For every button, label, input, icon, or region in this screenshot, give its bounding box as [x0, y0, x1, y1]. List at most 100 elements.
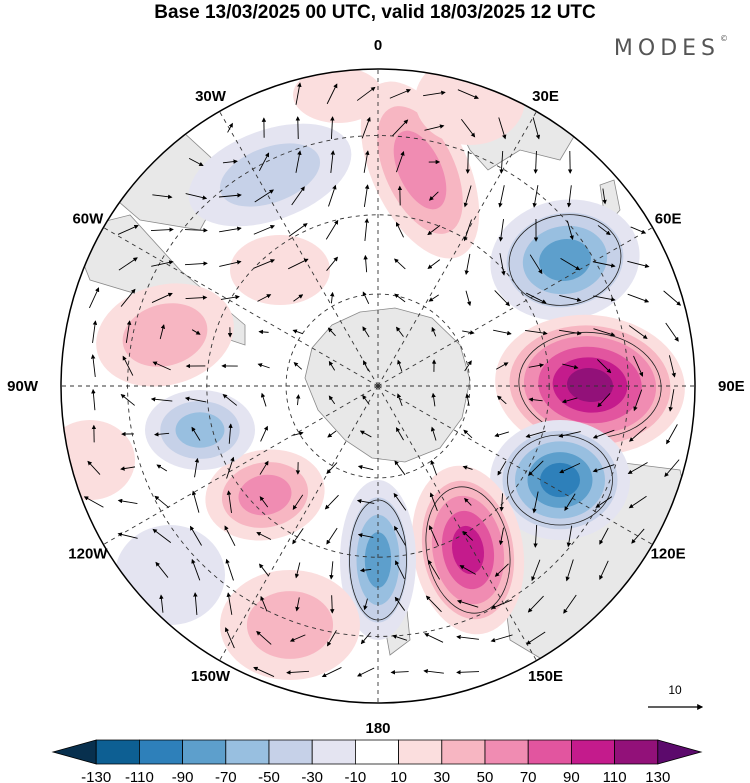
longitude-labels: 0 30E 60E 90E 120E 150E 180 150W 120W 90W 60W 30W — [7, 37, 745, 737]
longitude-label-0: 0 — [374, 37, 382, 54]
wind-arrow — [390, 670, 409, 675]
wind-arrow — [189, 525, 202, 546]
wind-arrow — [363, 598, 368, 611]
colorbar-label: -110 — [125, 769, 154, 783]
wind-arrow — [627, 260, 650, 268]
wind-arrow — [364, 218, 369, 241]
wind-arrow — [389, 89, 411, 99]
wind-arrow — [463, 185, 472, 208]
wind-arrow — [330, 116, 335, 140]
anomaly-contour — [393, 130, 447, 210]
wind-arrow — [424, 124, 445, 131]
wind-arrow — [117, 498, 138, 505]
wind-arrow — [558, 431, 581, 438]
wind-arrow — [362, 291, 370, 305]
longitude-label-150w: 150W — [191, 668, 231, 685]
wind-arrow — [359, 567, 372, 573]
longitude-label-120e: 120E — [651, 546, 686, 563]
wind-arrow — [259, 563, 269, 577]
wind-arrow — [490, 599, 513, 609]
wind-arrow — [668, 355, 676, 378]
wind-arrow — [465, 290, 472, 307]
wind-arrow — [633, 355, 644, 377]
wind-arrow — [227, 122, 233, 133]
wind-arrow — [460, 118, 476, 138]
wind-arrow — [494, 563, 509, 577]
meridian-line — [219, 111, 379, 387]
wind-arrow — [328, 360, 336, 371]
wind-arrow — [256, 630, 272, 645]
wind-arrow — [392, 634, 408, 641]
wind-arrow — [566, 185, 572, 208]
antarctica — [304, 307, 471, 463]
wind-arrow — [362, 394, 370, 405]
map-title: Base 13/03/2025 00 UTC, valid 18/03/2025… — [154, 2, 596, 23]
wind-arrow — [291, 186, 305, 206]
colorbar-swatch — [355, 739, 399, 765]
wind-arrow — [465, 393, 470, 406]
wind-arrow — [464, 497, 472, 506]
anomaly-contour — [175, 412, 225, 448]
colorbar-swatch — [268, 739, 313, 765]
wind-arrow — [423, 669, 444, 674]
wind-arrow — [431, 392, 436, 407]
wind-arrow — [191, 558, 201, 581]
wind-arrow — [328, 184, 337, 207]
wind-arrow — [253, 259, 275, 269]
wind-arrow — [357, 667, 375, 677]
colorbar-swatch — [571, 739, 615, 765]
wind-arrow — [456, 599, 479, 608]
meridian-line — [219, 385, 379, 661]
wind-arrow — [253, 225, 275, 235]
wind-arrow — [151, 260, 174, 267]
wind-arrow — [191, 426, 201, 441]
colorbar-label: -130 — [81, 769, 111, 783]
wind-arrow — [295, 597, 300, 612]
brand-text: MODES — [613, 36, 720, 61]
wind-arrow — [462, 465, 473, 470]
wind-arrow — [219, 193, 242, 198]
wind-arrow — [563, 594, 577, 614]
wind-arrow — [463, 429, 473, 439]
anomaly-contour — [293, 69, 383, 123]
wind-arrow — [465, 151, 471, 174]
wind-arrow — [462, 330, 475, 335]
colorbar-swatch — [225, 739, 270, 765]
wind-arrow — [326, 462, 338, 475]
wind-arrow — [396, 393, 403, 407]
wind-arrow — [498, 527, 504, 546]
wind-arrow — [88, 287, 100, 309]
wind-arrow — [256, 532, 272, 540]
wind-arrow — [597, 393, 611, 408]
wind-arrow — [665, 322, 679, 342]
wind-arrow — [120, 288, 136, 307]
wind-arrow — [152, 528, 172, 543]
wind-arrow — [90, 354, 96, 377]
wind-arrow — [628, 426, 647, 442]
colorbar-swatch — [398, 739, 443, 765]
wind-arrow — [456, 670, 480, 675]
wind-arrow — [493, 329, 512, 336]
wind-arrow — [490, 634, 513, 643]
wind-arrow — [156, 464, 168, 472]
wind-arrow — [593, 328, 616, 337]
wind-arrow — [191, 490, 200, 513]
wind-arrow — [118, 257, 138, 271]
wind-arrow — [295, 394, 301, 406]
wind-arrow — [226, 456, 235, 479]
meridian-line — [377, 385, 653, 545]
anomaly-contour — [567, 367, 613, 403]
wind-arrow — [185, 193, 208, 200]
wind-arrow — [392, 119, 409, 137]
wind-arrow — [294, 562, 301, 579]
longitude-label-180: 180 — [365, 720, 390, 737]
wind-arrow — [122, 355, 134, 376]
wind-arrow — [259, 460, 269, 475]
wind-arrow — [295, 150, 302, 173]
wind-arrow — [664, 459, 680, 478]
wind-arrow — [498, 219, 504, 242]
wind-arrow — [258, 329, 269, 335]
wind-arrow — [222, 394, 238, 406]
wind-arrow — [494, 290, 510, 307]
wind-arrow — [668, 389, 675, 412]
